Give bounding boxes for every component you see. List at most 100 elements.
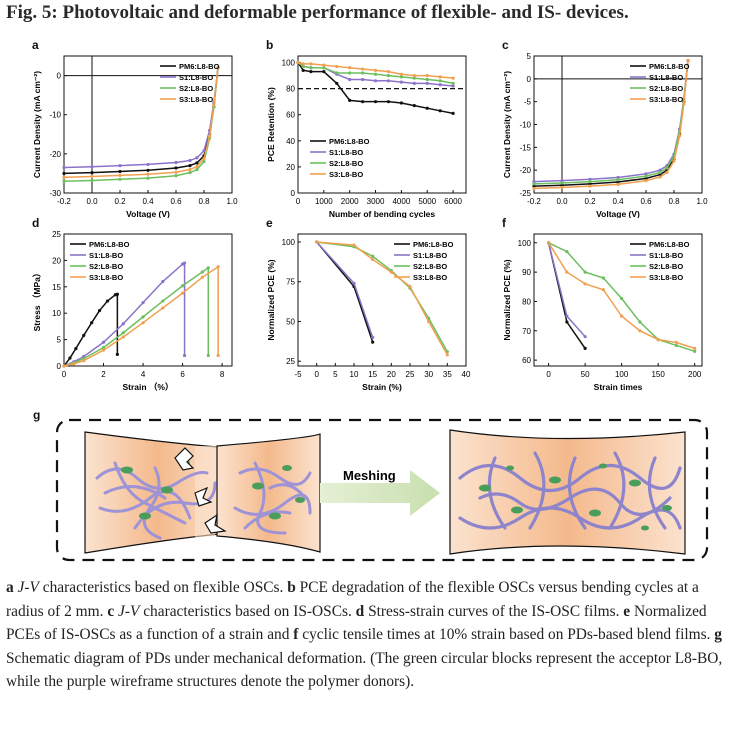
legend-entry: S3:L8-BO — [329, 170, 363, 179]
legend-entry: PM6:L8-BO — [413, 240, 454, 249]
panel-label-a: a — [32, 38, 39, 52]
polymer-donor-network — [458, 451, 682, 530]
data-point — [658, 170, 662, 175]
data-point — [693, 346, 697, 350]
caption-text: Stress-strain curves of the IS-OSC films… — [364, 602, 624, 620]
data-point — [425, 73, 429, 78]
data-point — [560, 185, 564, 190]
data-point — [182, 261, 187, 265]
data-point — [101, 340, 106, 344]
x-tick-label: 15 — [368, 370, 377, 379]
data-point — [386, 79, 391, 83]
data-point — [200, 270, 204, 274]
series-line-s3 — [63, 265, 219, 367]
x-tick-label: 30 — [424, 370, 433, 379]
data-point — [532, 179, 536, 184]
data-point — [547, 241, 551, 245]
series-line-pm6 — [316, 241, 374, 343]
x-tick-label: 35 — [443, 370, 452, 379]
dashed-frame — [55, 418, 709, 562]
data-point — [386, 70, 391, 74]
data-point — [309, 70, 313, 74]
data-point — [373, 68, 378, 72]
caption-text: Normalized PCEs of IS-OSCs as a function… — [6, 602, 707, 644]
schematic-diagram: Meshing — [55, 418, 709, 562]
legend-entry: S2:L8-BO — [329, 159, 363, 168]
panel-label-c: c — [502, 38, 509, 52]
data-point — [90, 171, 94, 175]
plot-frame — [297, 55, 467, 194]
x-tick-label: 4000 — [392, 197, 410, 206]
data-point — [352, 281, 356, 285]
x-tick-label: 25 — [406, 370, 415, 379]
caption-text: cyclic tensile times at 10% strain based… — [298, 626, 715, 643]
x-tick-label: 150 — [651, 370, 665, 379]
data-point — [451, 76, 455, 80]
data-point — [588, 177, 592, 181]
data-point — [105, 299, 110, 303]
data-point — [174, 170, 178, 174]
caption-text: PCE degradation of the flexible OSCs ver… — [6, 579, 699, 620]
data-point — [121, 335, 125, 339]
plot-frame — [533, 233, 703, 367]
meshing-label: Meshing — [343, 468, 396, 483]
y-tick-label: 20 — [52, 256, 61, 265]
data-point — [74, 346, 78, 351]
data-point — [90, 174, 94, 179]
data-point — [601, 276, 605, 280]
data-point — [560, 183, 564, 187]
data-point — [373, 100, 378, 104]
data-point — [693, 349, 697, 353]
data-point — [565, 320, 569, 324]
y-axis-label: Current Density (mA cm⁻²) — [32, 71, 42, 178]
x-axis-label: Strain (%) — [362, 382, 402, 392]
data-point — [583, 282, 587, 286]
data-point — [674, 340, 679, 345]
data-point — [658, 173, 662, 177]
y-tick-label: -15 — [519, 143, 531, 152]
data-point — [195, 161, 199, 165]
y-tick-label: 100 — [282, 238, 296, 247]
data-point — [216, 66, 220, 70]
x-tick-label: 0.8 — [668, 197, 680, 206]
data-point — [412, 81, 416, 85]
data-point — [438, 109, 442, 113]
y-tick-label: 100 — [282, 59, 296, 68]
data-point — [208, 134, 212, 138]
data-point — [389, 270, 393, 274]
data-point — [90, 165, 94, 169]
series-line-pm6 — [547, 242, 586, 349]
caption-text: Schematic diagram of PDs under mechanica… — [6, 649, 723, 691]
series-line-s1 — [316, 241, 374, 338]
data-point — [601, 288, 605, 292]
data-point — [174, 174, 178, 178]
acceptor-domains-right — [479, 463, 672, 531]
legend-entry: PM6:L8-BO — [649, 62, 690, 71]
data-point — [425, 81, 429, 85]
data-point — [656, 338, 660, 342]
legend-entry: S1:L8-BO — [329, 148, 363, 157]
x-tick-label: 0 — [546, 370, 551, 379]
x-tick-label: 20 — [387, 370, 396, 379]
caption-text: characteristics based on flexible OSCs. — [38, 579, 288, 596]
data-point — [399, 101, 403, 105]
caption-panel-letter: f — [293, 626, 299, 643]
data-point — [115, 352, 119, 356]
y-tick-label: 0 — [57, 362, 62, 371]
data-point — [361, 100, 365, 104]
data-point — [101, 348, 106, 352]
legend-entry: PM6:L8-BO — [89, 240, 130, 249]
y-tick-label: -5 — [524, 98, 532, 107]
y-tick-label: 50 — [286, 317, 295, 326]
data-point — [118, 169, 122, 174]
legend-entry: S2:L8-BO — [413, 262, 447, 271]
data-point — [672, 159, 676, 163]
x-axis-label: Number of bending cycles — [329, 209, 436, 218]
y-tick-label: 5 — [527, 52, 532, 61]
y-tick-label: 40 — [286, 137, 295, 146]
data-point — [141, 315, 145, 319]
legend-entry: S3:L8-BO — [649, 273, 683, 282]
data-point — [620, 296, 624, 301]
data-point — [309, 62, 313, 66]
polymer-donor-chains-left — [95, 461, 312, 540]
